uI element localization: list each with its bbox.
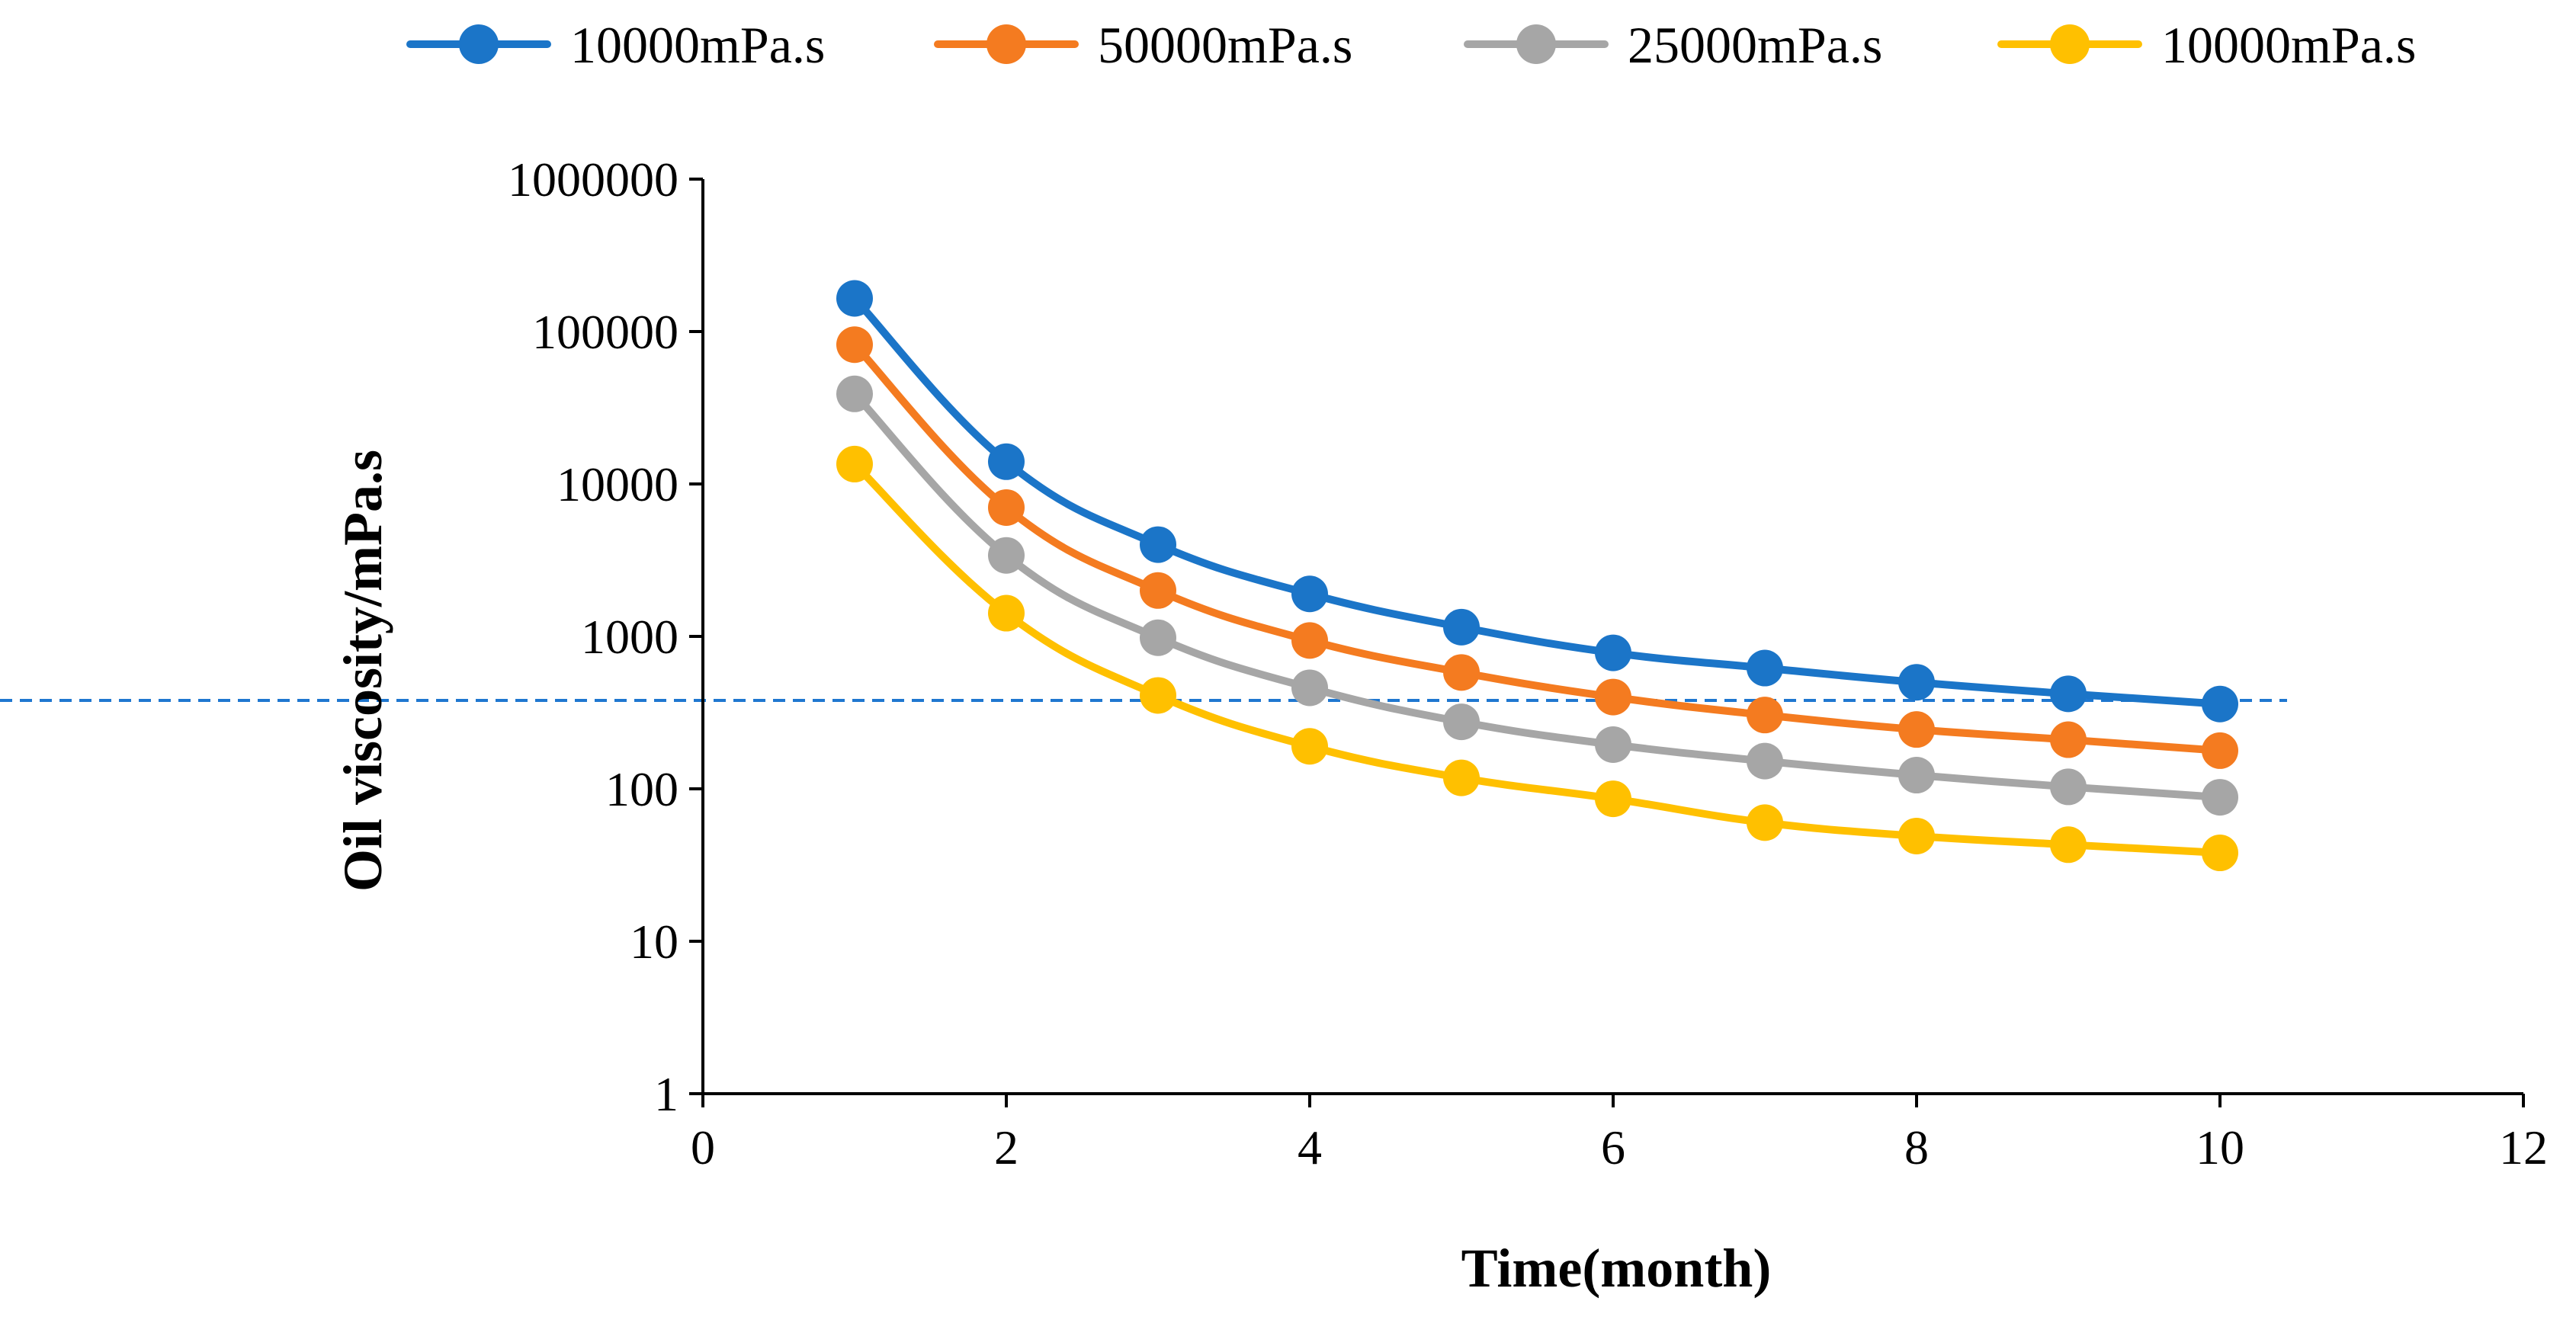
data-point <box>988 443 1025 480</box>
data-point <box>1443 759 1480 796</box>
data-point <box>2050 675 2087 713</box>
legend-marker <box>986 24 1026 64</box>
data-point <box>836 326 873 364</box>
data-point <box>1747 697 1783 734</box>
data-point <box>988 594 1025 632</box>
x-tick-label: 10 <box>2196 1120 2244 1174</box>
data-point <box>1291 575 1328 613</box>
data-point <box>2202 732 2238 769</box>
x-tick-label: 0 <box>691 1120 715 1174</box>
data-point <box>1140 677 1176 714</box>
data-point <box>1747 649 1783 687</box>
y-tick-label: 1000 <box>581 610 678 664</box>
x-tick-label: 4 <box>1298 1120 1322 1174</box>
legend-marker <box>459 24 499 64</box>
data-point <box>1898 757 1935 794</box>
data-point <box>1595 634 1631 671</box>
legend-label: 25000mPa.s <box>1628 16 1882 74</box>
data-point <box>2050 768 2087 806</box>
series-line <box>851 294 2224 708</box>
data-point <box>2202 835 2238 872</box>
series-4 <box>836 445 2238 872</box>
data-point <box>1291 669 1328 707</box>
legend-label: 10000mPa.s <box>570 16 825 74</box>
x-tick-label: 6 <box>1601 1120 1625 1174</box>
y-tick-label: 1000000 <box>508 152 678 207</box>
data-point <box>1140 619 1176 656</box>
y-tick-label: 100000 <box>532 305 678 359</box>
series-layer <box>836 280 2238 872</box>
series-1 <box>836 280 2238 723</box>
x-tick-label: 8 <box>1904 1120 1929 1174</box>
data-point <box>1595 726 1631 763</box>
axes: 1 10 100 1000 10000 100000 1000000 0 2 4 6 8 10 12 <box>508 152 2548 1174</box>
data-point <box>988 489 1025 526</box>
legend-marker <box>2050 24 2090 64</box>
y-tick-label: 1 <box>654 1067 678 1121</box>
data-point <box>2202 685 2238 723</box>
data-point <box>836 375 873 412</box>
x-tick-label: 12 <box>2499 1120 2548 1174</box>
legend-item-2: 50000mPa.s <box>934 16 1352 74</box>
legend: 10000mPa.s 50000mPa.s 25000mPa.s 10000mPa.s <box>406 16 2416 74</box>
data-point <box>836 445 873 482</box>
data-point <box>1595 780 1631 818</box>
legend-label: 10000mPa.s <box>2161 16 2416 74</box>
x-tick-label: 2 <box>994 1120 1019 1174</box>
y-axis-title: Oil viscosity/mPa.s <box>332 450 393 892</box>
data-point <box>2202 779 2238 816</box>
data-point <box>836 280 873 317</box>
legend-marker <box>1516 24 1556 64</box>
y-tick-label: 10000 <box>557 457 678 511</box>
y-tick-label: 100 <box>605 762 678 816</box>
data-point <box>1898 664 1935 701</box>
y-tick-label: 10 <box>630 915 678 969</box>
legend-item-3: 25000mPa.s <box>1464 16 1882 74</box>
data-point <box>1443 654 1480 691</box>
legend-item-4: 10000mPa.s <box>1997 16 2416 74</box>
data-point <box>1898 711 1935 748</box>
data-point <box>1140 526 1176 563</box>
data-point <box>1291 622 1328 659</box>
data-point <box>1747 742 1783 780</box>
data-point <box>1291 728 1328 765</box>
series-line <box>851 389 2224 802</box>
legend-label: 50000mPa.s <box>1098 16 1352 74</box>
data-point <box>1747 804 1783 841</box>
data-point <box>2050 826 2087 864</box>
data-point <box>1595 678 1631 716</box>
data-point <box>1443 703 1480 741</box>
legend-item-1: 10000mPa.s <box>406 16 825 74</box>
series-2 <box>836 326 2238 769</box>
data-point <box>1140 572 1176 609</box>
data-point <box>1443 608 1480 646</box>
data-point <box>1898 817 1935 854</box>
data-point <box>988 537 1025 574</box>
data-point <box>2050 721 2087 758</box>
series-line <box>851 341 2224 755</box>
series-3 <box>836 375 2238 816</box>
x-axis-title: Time(month) <box>1461 1238 1772 1299</box>
series-line <box>851 460 2224 857</box>
